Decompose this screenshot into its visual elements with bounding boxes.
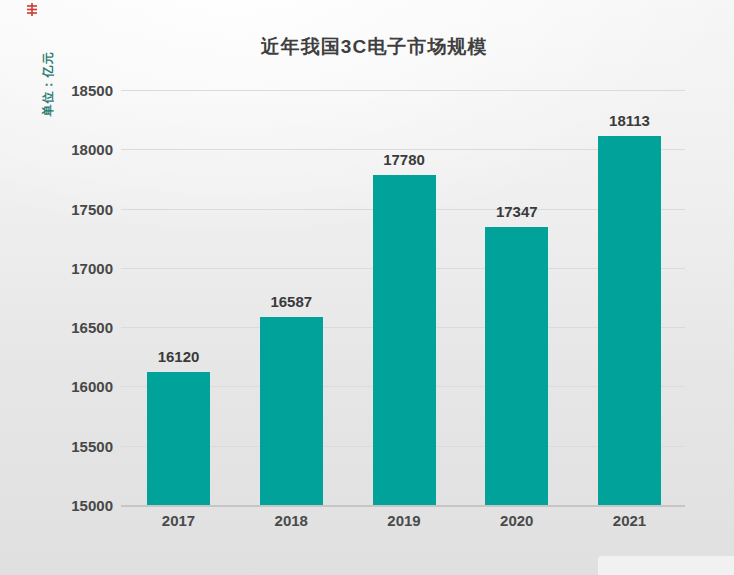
y-axis-tick-label: 17000 [48,259,113,276]
x-axis-tick-label: 2020 [500,512,533,529]
x-axis-tick-label: 2019 [387,512,420,529]
bar-value-label: 17347 [496,203,538,220]
bar-2020 [485,227,548,505]
bar-value-label: 17780 [383,151,425,168]
y-axis-tick-label: 15500 [48,437,113,454]
y-axis-tick-label: 15000 [48,497,113,514]
x-axis-tick-label: 2021 [613,512,646,529]
bar-2019 [373,175,436,505]
bar-2017 [147,372,210,505]
bar-2021 [598,136,661,505]
x-axis-baseline [121,505,685,507]
y-axis-tick-label: 18500 [48,82,113,99]
y-axis-tick-label: 17500 [48,200,113,217]
y-axis-tick-label: 16000 [48,378,113,395]
x-axis-tick-label: 2017 [162,512,195,529]
y-axis-tick-label: 16500 [48,319,113,336]
watermark-box [598,556,734,575]
x-axis-tick-label: 2018 [275,512,308,529]
bar-value-label: 16587 [270,293,312,310]
chart-canvas: 近年我国3C电子市场规模 单位：亿元 150001550016000165001… [0,0,734,575]
plot-area: 15000 15500 16000 16500 17000 17500 18000 18500… [0,0,734,575]
gridline [121,90,685,91]
bar-2018 [260,317,323,505]
bar-value-label: 16120 [158,348,200,365]
bar-value-label: 18113 [609,112,650,129]
y-axis-tick-label: 18000 [48,141,113,158]
